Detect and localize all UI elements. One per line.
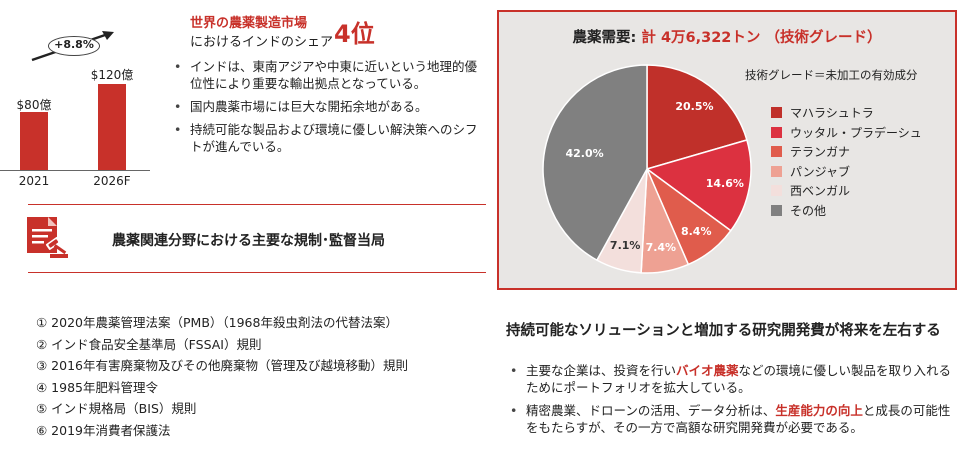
legend-swatch: [771, 185, 782, 196]
pie-chart: 20.5% 14.6% 8.4% 7.4% 7.1% 42.0%: [542, 64, 752, 274]
pie-title-prefix: 農薬需要:: [572, 30, 642, 46]
chart-baseline: [0, 170, 150, 171]
growth-rate-badge: +8.8%: [48, 36, 100, 56]
legend-label: 西ベンガル: [790, 184, 851, 198]
headline-line1: 世界の農薬製造市場: [190, 16, 308, 31]
legend-label: パンジャブ: [790, 164, 851, 179]
bar-value-label: $80億: [16, 98, 52, 112]
market-bullets: インドは、東南アジアや中東に近いという地理的優位性により重要な輸出拠点となってい…: [170, 58, 485, 161]
legend-item: ウッタル・プラデーシュ: [771, 124, 922, 144]
bar-category-label: 2026F: [93, 174, 131, 188]
legend-swatch: [771, 204, 782, 216]
market-bullet: インドは、東南アジアや中東に近いという地理的優位性により重要な輸出拠点となってい…: [170, 58, 485, 92]
pie-title-value: 計 4万6,322トン （技術グレード）: [641, 30, 882, 46]
headline-line2: におけるインドのシェア: [190, 35, 334, 50]
legend-swatch: [771, 165, 782, 177]
pesticide-demand-panel: 農薬需要: 計 4万6,322トン （技術グレード） 技術グレード＝未加工の有効…: [497, 10, 957, 290]
legend-swatch: [771, 107, 782, 118]
bullet-highlight: 生産能力の向上: [775, 403, 863, 418]
sustainability-bullet: 主要な企業は、投資を行いバイオ農薬などの環境に優しい製品を取り入れるためにポート…: [506, 362, 956, 396]
pie-legend: マハラシュトラ ウッタル・プラデーシュ テランガナ パンジャブ 西ベンガル その…: [771, 104, 922, 221]
legend-item: その他: [771, 202, 922, 222]
market-bullet: 持続可能な製品および環境に優しい解決策へのシフトが進んでいる。: [170, 121, 485, 155]
sustainability-bullet: 精密農業、ドローンの活用、データ分析は、生産能力の向上と成長の可能性をもたらすが…: [506, 402, 956, 436]
legend-item: 西ベンガル: [771, 182, 922, 202]
regulator-item: ⑥ 2019年消費者保護法: [36, 422, 171, 438]
pie-slice-label: 7.4%: [646, 241, 677, 254]
market-bullet: 国内農薬市場には巨大な開拓余地がある。: [170, 98, 485, 115]
market-share-headline: 世界の農薬製造市場 におけるインドのシェア: [190, 12, 333, 50]
headline-rank: 4位: [334, 20, 375, 48]
sustainability-title: 持続可能なソリューションと増加する研究開発費が将来を左右する: [506, 323, 941, 339]
bar-2021: [20, 112, 48, 170]
pie-slice-label: 7.1%: [610, 239, 641, 252]
bullet-text: と成長の可能性をもたらすが、その一方で高額な研究開発費が必要である。: [526, 403, 951, 435]
bar-2026f: [98, 83, 126, 170]
legend-label: テランガナ: [790, 145, 851, 159]
bullet-text: などの環境に優しい製品を取り入れるためにポートフォリオを拡大している。: [526, 363, 952, 395]
regulator-item: ① 2020年農薬管理法案（PMB）（1968年殺虫剤法の代替法案）: [36, 315, 398, 330]
legend-swatch: [771, 146, 782, 157]
legend-item: パンジャブ: [771, 163, 922, 183]
pie-slice: [646, 64, 748, 170]
legend-item: テランガナ: [771, 143, 922, 163]
regulator-item: ④ 1985年肥料管理令: [36, 379, 158, 395]
regulators-title: 農薬関連分野における主要な規制･監督当局: [112, 233, 385, 249]
legend-item: マハラシュトラ: [771, 104, 922, 124]
bullet-text: 主要な企業は、投資を行い: [526, 363, 677, 378]
regulators-list: ① 2020年農薬管理法案（PMB）（1968年殺虫剤法の代替法案） ② インド…: [36, 312, 408, 441]
legend-label: その他: [790, 203, 827, 218]
legend-swatch: [771, 126, 782, 138]
bar-category-label: 2021: [18, 174, 50, 188]
section-divider: [28, 204, 486, 205]
legend-label: マハラシュトラ: [790, 106, 874, 120]
bar-value-label: $120億: [90, 68, 134, 82]
pie-slice-label: 14.6%: [706, 177, 744, 190]
legal-document-gavel-icon: [27, 217, 68, 258]
bullet-highlight: バイオ農薬: [676, 363, 739, 378]
sustainability-bullets: 主要な企業は、投資を行いバイオ農薬などの環境に優しい製品を取り入れるためにポート…: [506, 362, 956, 442]
regulator-item: ⑤ インド規格局（BIS）規則: [36, 401, 197, 416]
pie-chart-subtitle: 技術グレード＝未加工の有効成分: [745, 68, 918, 82]
legend-label: ウッタル・プラデーシュ: [790, 125, 922, 140]
pie-slice-label: 20.5%: [675, 100, 713, 113]
bullet-text: 精密農業、ドローンの活用、データ分析は、: [526, 403, 776, 418]
section-divider: [28, 272, 486, 273]
regulator-item: ② インド食品安全基準局（FSSAI）規則: [36, 336, 262, 352]
pie-chart-title: 農薬需要: 計 4万6,322トン （技術グレード）: [499, 26, 955, 47]
regulator-item: ③ 2016年有害廃棄物及びその他廃棄物（管理及び越境移動）規則: [36, 358, 408, 373]
pie-slice-label: 42.0%: [565, 147, 603, 160]
pie-slice: [542, 64, 648, 262]
pie-slice-label: 8.4%: [681, 225, 712, 238]
pie-slice: [645, 139, 752, 232]
